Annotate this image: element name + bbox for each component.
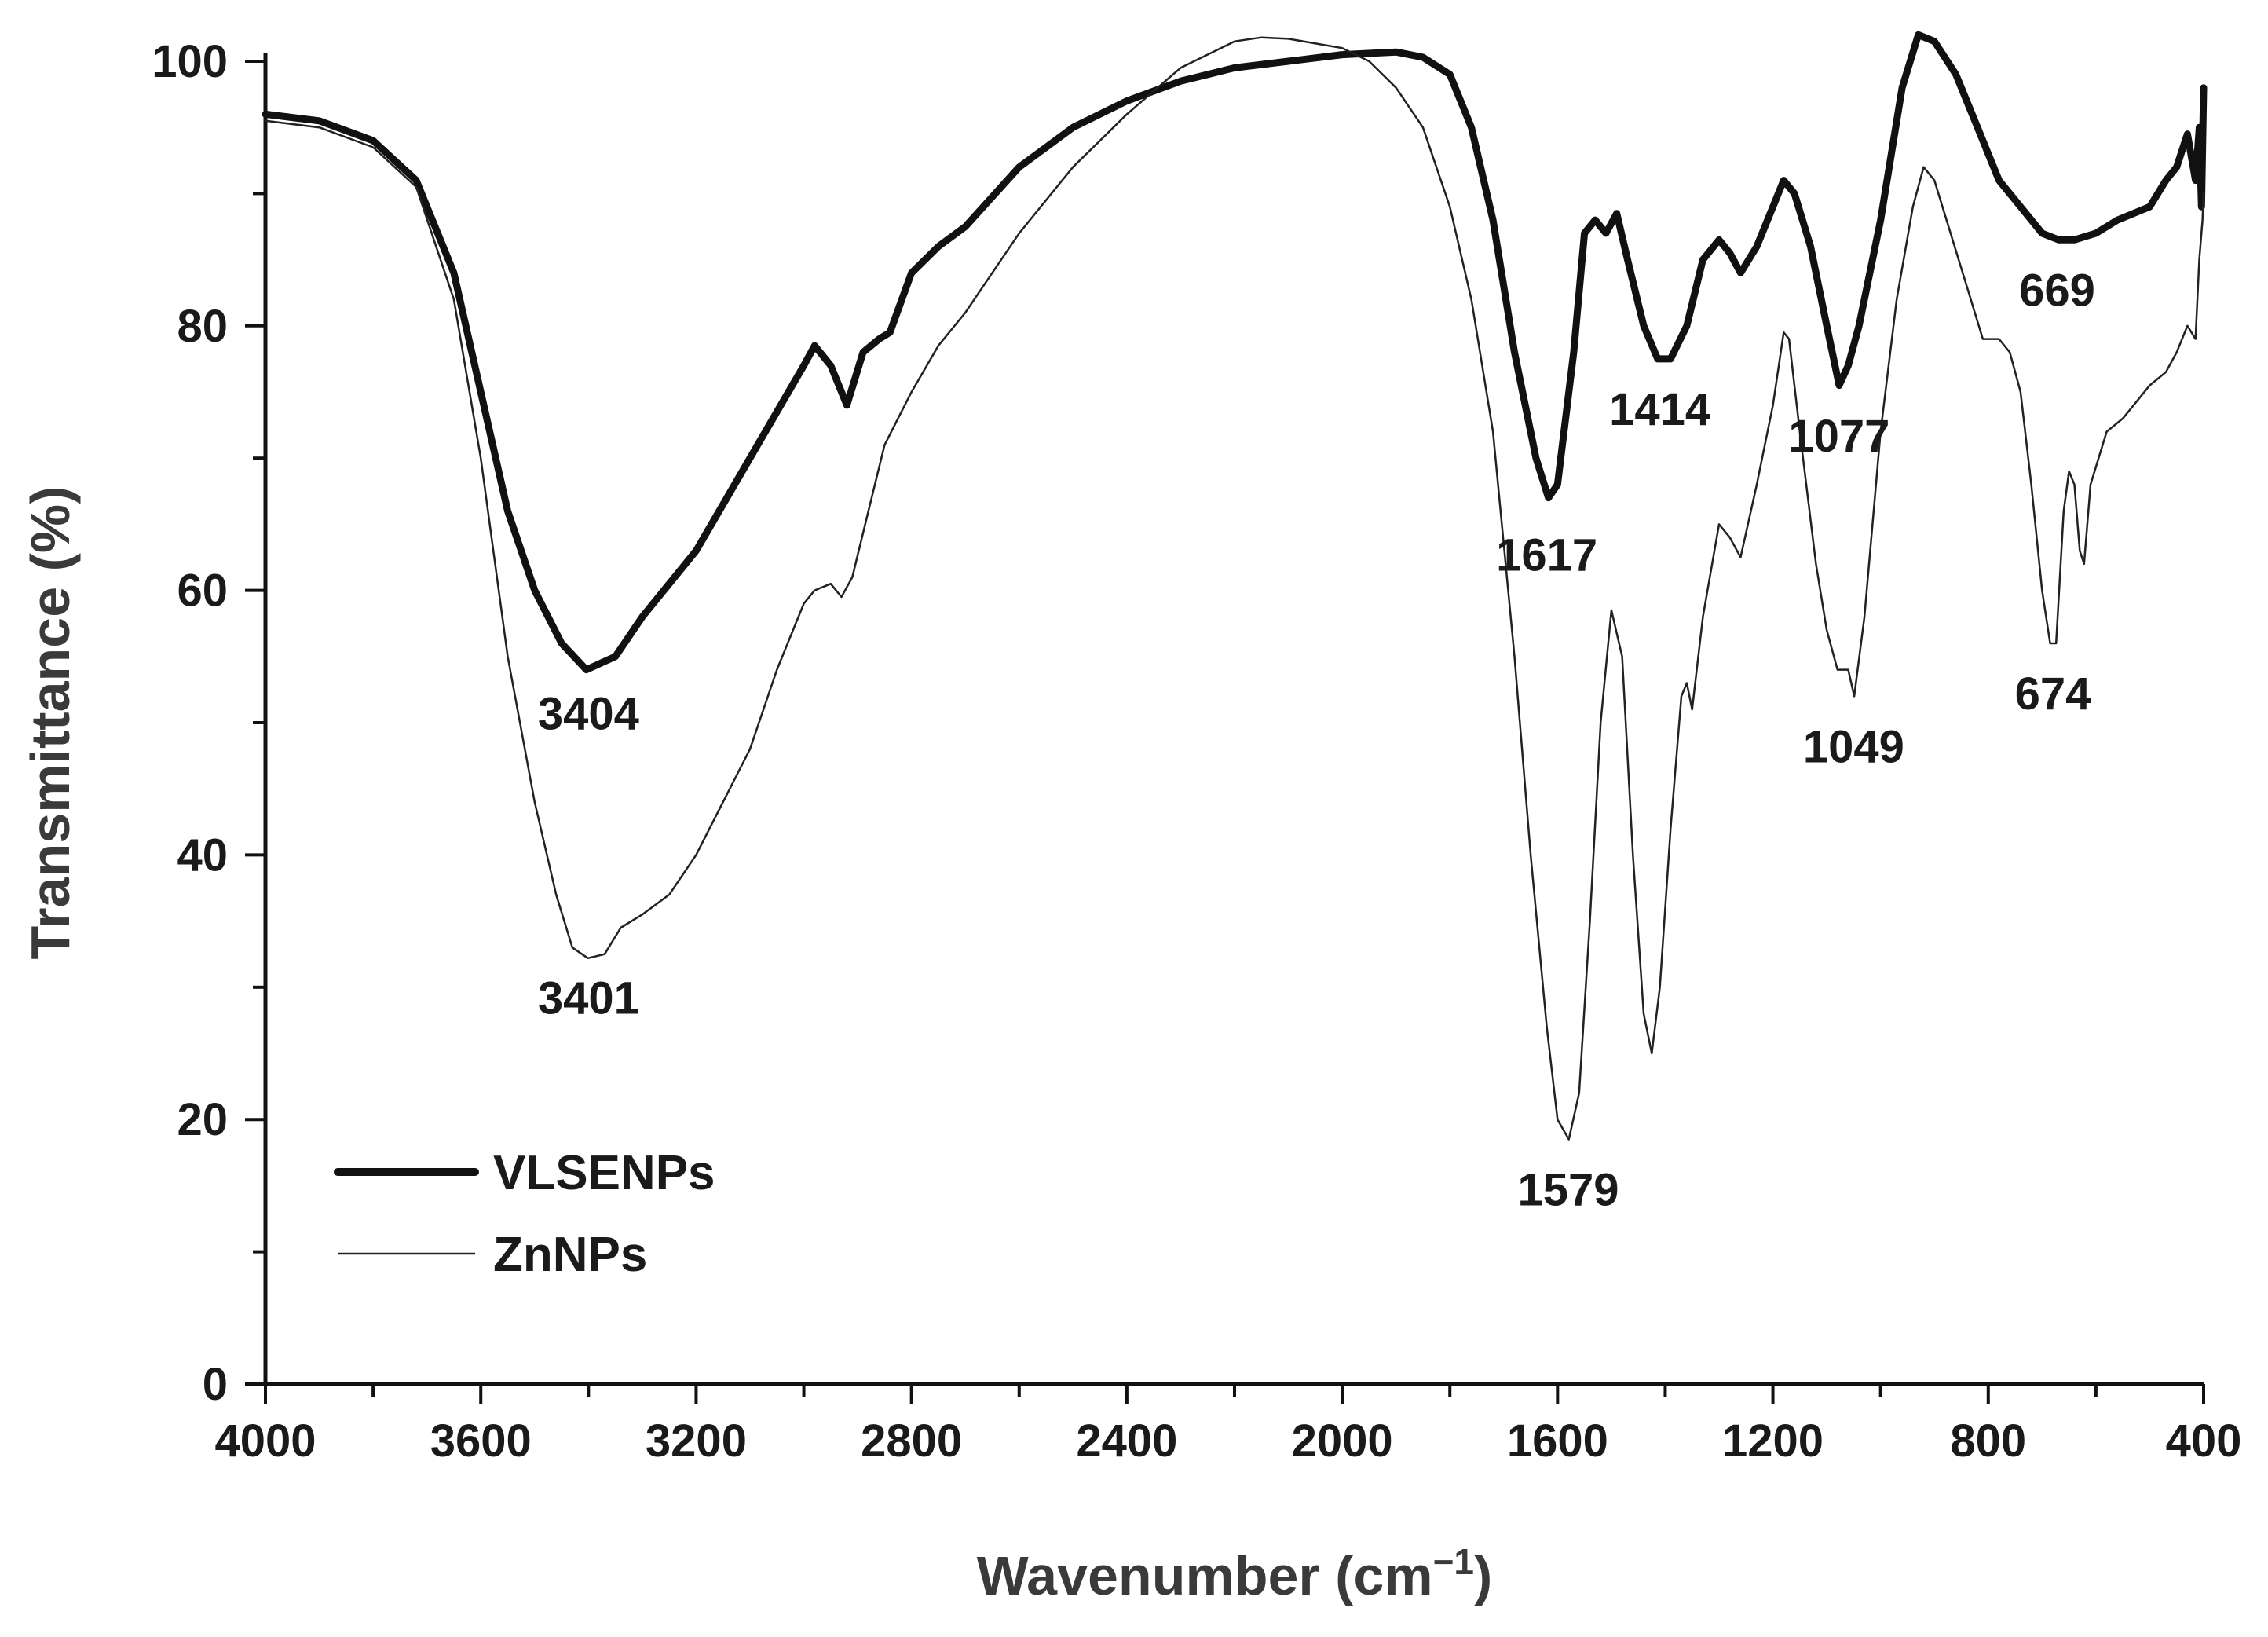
y-tick-label: 40 (177, 829, 228, 881)
peak-label-1579: 1579 (1518, 1165, 1619, 1216)
y-axis-title: Transmittance (%) (20, 486, 81, 960)
y-tick-label: 20 (177, 1094, 228, 1145)
y-tick-label: 60 (177, 566, 228, 617)
y-tick-label: 0 (203, 1359, 228, 1410)
peak-label-1414: 1414 (1609, 384, 1710, 435)
legend-label-znnps: ZnNPs (493, 1228, 647, 1282)
series-line-vlsenps (262, 31, 2208, 674)
y-tick-label: 100 (152, 36, 228, 87)
legend: VLSENPs ZnNPs (334, 1146, 715, 1282)
x-tick-label: 3600 (430, 1415, 532, 1467)
x-tick-label: 3200 (646, 1415, 747, 1467)
x-axis-title-superscript: −1 (1433, 1541, 1474, 1582)
x-tick-label: 2800 (861, 1415, 962, 1467)
peak-label-3401: 3401 (538, 972, 639, 1024)
tick-marks (245, 60, 2205, 1404)
x-tick-label: 4000 (214, 1415, 316, 1467)
peak-label-3404: 3404 (538, 688, 639, 739)
data-series (262, 31, 2208, 1141)
series-line-znnps (264, 36, 2205, 1141)
y-tick-label: 80 (177, 301, 228, 352)
x-tick-label: 1600 (1507, 1415, 1608, 1467)
x-axis-title: Wavenumber (cm−1) (977, 1541, 1493, 1606)
x-axis-title-close: ) (1474, 1545, 1492, 1606)
peak-label-674: 674 (2015, 668, 2091, 720)
peak-label-1617: 1617 (1496, 529, 1597, 580)
peak-label-669: 669 (2019, 266, 2095, 317)
peak-annotations: 3404 3401 1617 1414 1077 1579 1049 674 669 (538, 266, 2095, 1216)
peak-label-1049: 1049 (1803, 722, 1904, 773)
x-axis-title-main: Wavenumber (cm (977, 1545, 1433, 1606)
x-tick-label: 2000 (1292, 1415, 1393, 1467)
x-tick-label: 1200 (1722, 1415, 1824, 1467)
peak-label-1077: 1077 (1788, 411, 1889, 462)
tick-labels: 4000 3600 3200 2800 2400 2000 1600 1200 800 40002… (152, 36, 2241, 1467)
x-tick-label: 2400 (1076, 1415, 1177, 1467)
legend-label-vlsenps: VLSENPs (493, 1146, 715, 1200)
x-tick-label: 800 (1950, 1415, 2026, 1467)
x-tick-label: 400 (2166, 1415, 2242, 1467)
